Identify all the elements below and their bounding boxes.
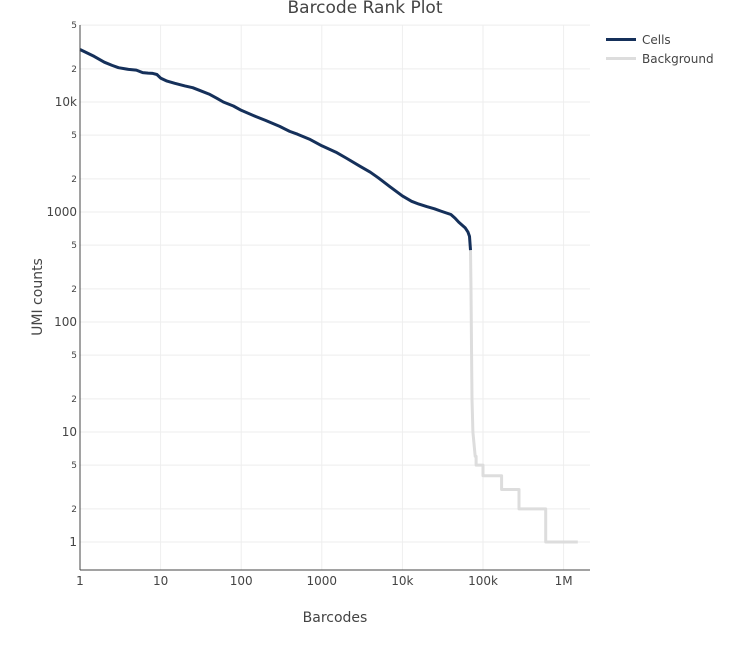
y-tick-label: 2 [71, 65, 77, 75]
series-line-background [469, 250, 578, 544]
chart-title: Barcode Rank Plot [287, 0, 442, 18]
x-axis-label: Barcodes [303, 610, 368, 626]
legend-item-background[interactable]: Background [606, 49, 714, 68]
legend-swatch-cells [606, 38, 636, 41]
x-tick-label: 100 [230, 574, 253, 588]
y-tick-label: 1 [69, 535, 77, 549]
y-tick-label: 5 [71, 131, 77, 141]
legend-swatch-background [606, 57, 636, 60]
legend-label-background: Background [642, 51, 714, 66]
y-axis-label: UMI counts [30, 258, 46, 336]
y-tick-label: 5 [71, 461, 77, 471]
x-tick-label: 100k [468, 574, 498, 588]
series-lines [79, 48, 578, 544]
y-tick-label: 2 [71, 175, 77, 185]
x-tick-label: 1M [555, 574, 573, 588]
y-tick-label: 5 [71, 241, 77, 251]
y-tick-label: 1000 [46, 205, 77, 219]
x-tick-label: 1 [76, 574, 84, 588]
y-tick-label: 5 [71, 351, 77, 361]
legend-item-cells[interactable]: Cells [606, 30, 714, 49]
series-line-cells [79, 48, 472, 251]
y-tick-label: 10k [55, 95, 77, 109]
x-tick-label: 10k [391, 574, 413, 588]
y-tick-label: 2 [71, 395, 77, 405]
gridlines [80, 24, 590, 570]
x-tick-label: 10 [153, 574, 168, 588]
y-tick-label: 2 [71, 285, 77, 295]
y-tick-label: 5 [71, 21, 77, 31]
y-tick-label: 100 [54, 315, 77, 329]
legend: Cells Background [606, 30, 714, 68]
y-tick-label: 10 [62, 425, 77, 439]
legend-label-cells: Cells [642, 32, 671, 47]
axes: 1 10 100 1000 10k 100k 1M 1 2 5 10 2 5 100 2 5 1000 2 5 10k… [46, 21, 590, 588]
x-tick-label: 1000 [307, 574, 338, 588]
y-tick-label: 2 [71, 505, 77, 515]
